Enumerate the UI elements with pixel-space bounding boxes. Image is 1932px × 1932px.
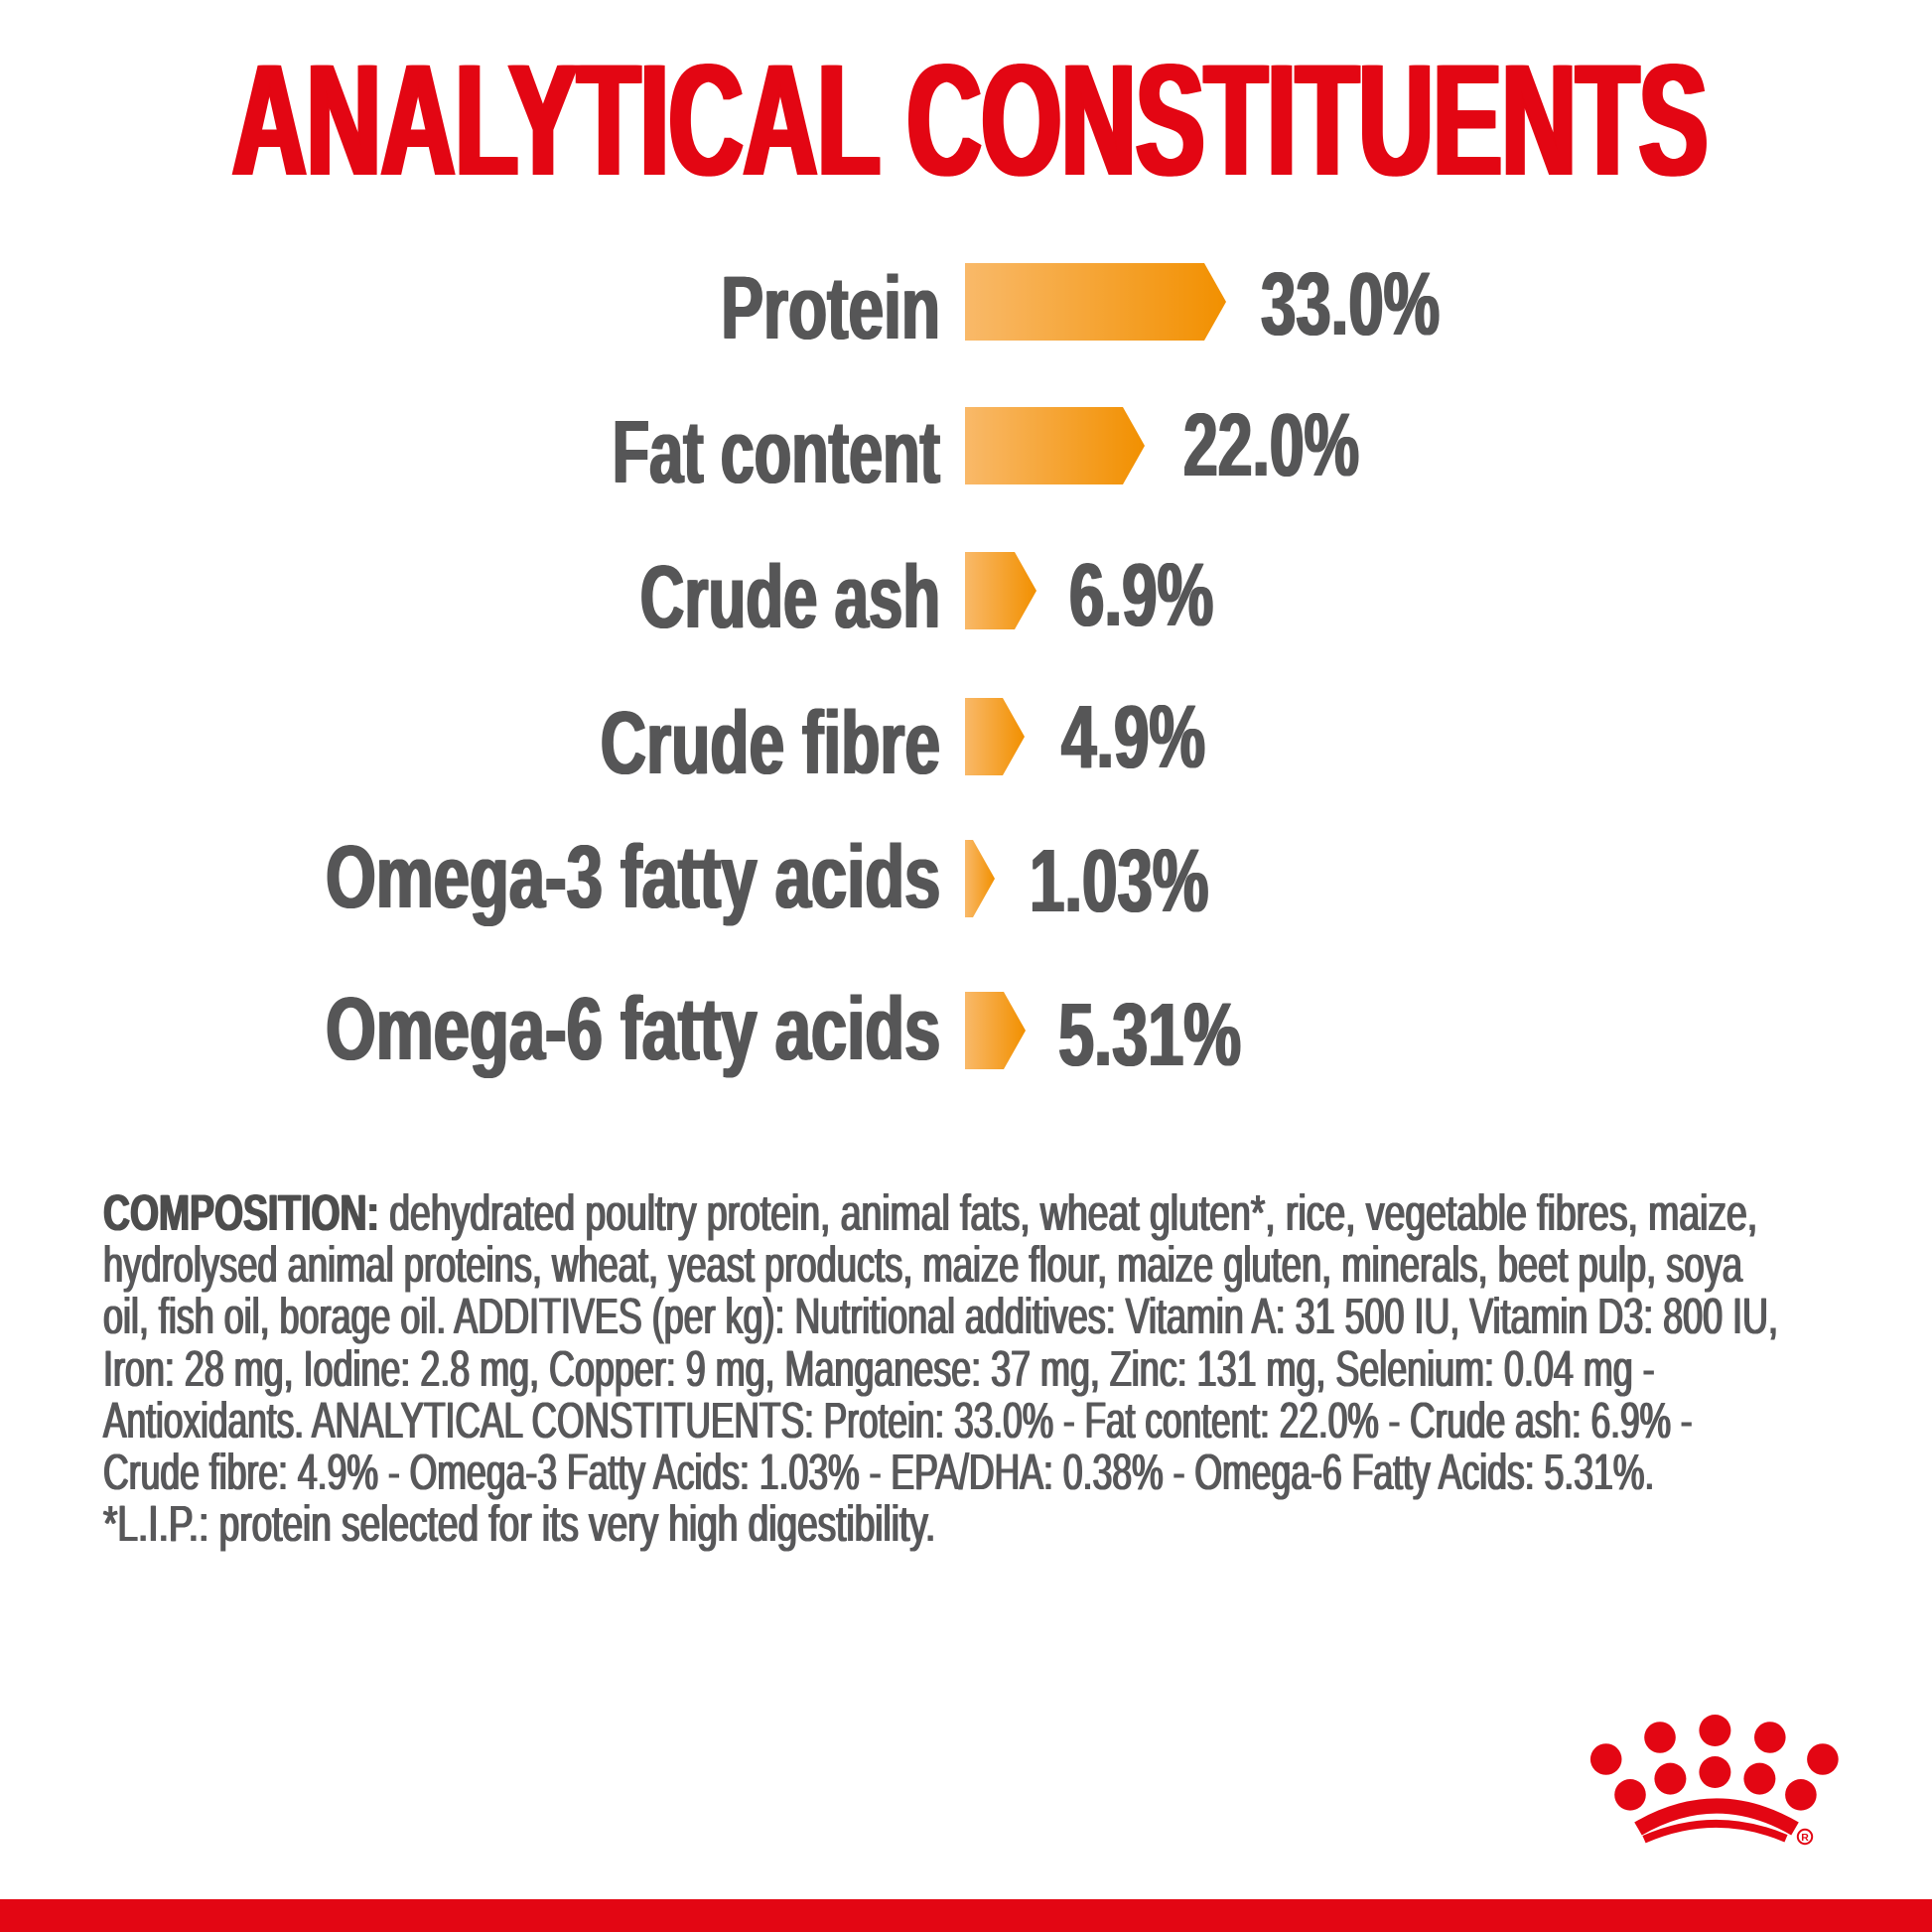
svg-text:R: R [1801,1832,1809,1844]
